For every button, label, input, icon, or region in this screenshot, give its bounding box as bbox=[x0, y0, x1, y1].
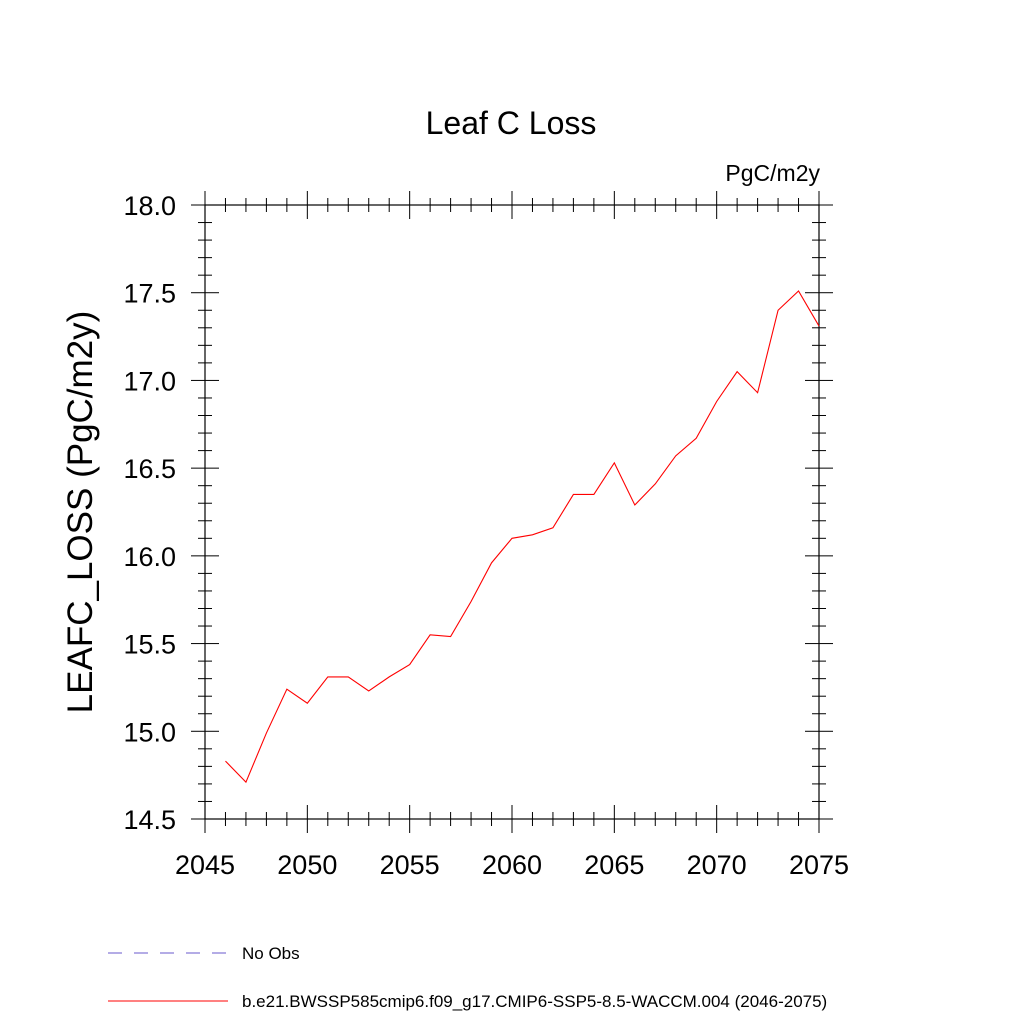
y-tick-label: 17.5 bbox=[123, 279, 176, 309]
data-point bbox=[429, 633, 432, 636]
data-point bbox=[388, 675, 391, 678]
data-point bbox=[818, 325, 821, 328]
data-point bbox=[224, 760, 227, 763]
data-point bbox=[633, 503, 636, 506]
data-point bbox=[777, 309, 780, 312]
series-line bbox=[225, 290, 820, 784]
data-point bbox=[306, 702, 309, 705]
x-tick-label: 2050 bbox=[277, 850, 337, 880]
legend-label: No Obs bbox=[242, 944, 300, 963]
x-tick-label: 2045 bbox=[175, 850, 235, 880]
data-point bbox=[449, 635, 452, 638]
legend-label: b.e21.BWSSP585cmip6.f09_g17.CMIP6-SSP5-8… bbox=[242, 992, 827, 1011]
y-tick-label: 18.0 bbox=[123, 191, 176, 221]
y-tick-label: 15.0 bbox=[123, 717, 176, 747]
data-point bbox=[736, 370, 739, 373]
data-point bbox=[470, 600, 473, 603]
data-point bbox=[511, 537, 514, 540]
data-point bbox=[756, 391, 759, 394]
y-tick-label: 17.0 bbox=[123, 366, 176, 396]
data-point bbox=[490, 561, 493, 564]
data-point bbox=[285, 688, 288, 691]
units-label: PgC/m2y bbox=[725, 160, 820, 186]
data-point bbox=[408, 663, 411, 666]
chart-title: Leaf C Loss bbox=[426, 105, 597, 141]
y-tick-label: 14.5 bbox=[123, 805, 176, 835]
data-point bbox=[551, 526, 554, 529]
data-point bbox=[244, 781, 247, 784]
plot-area: 2045 2050 2055 2060 2065 2070 2075 14.5 15.0 15.5… bbox=[123, 191, 849, 880]
data-point bbox=[531, 533, 534, 536]
data-point bbox=[715, 400, 718, 403]
data-point bbox=[674, 454, 677, 457]
y-tick-label: 16.0 bbox=[123, 542, 176, 572]
data-point bbox=[592, 493, 595, 496]
data-point bbox=[654, 482, 657, 485]
x-tick-label: 2060 bbox=[482, 850, 542, 880]
y-tick-label: 16.5 bbox=[123, 454, 176, 484]
data-point bbox=[265, 732, 268, 735]
data-point bbox=[695, 437, 698, 440]
data-point bbox=[797, 289, 800, 292]
legend: No Obs b.e21.BWSSP585cmip6.f09_g17.CMIP6-… bbox=[108, 944, 827, 1011]
x-tick-label: 2075 bbox=[789, 850, 849, 880]
data-point bbox=[613, 461, 616, 464]
plot-frame bbox=[204, 204, 820, 820]
data-point bbox=[572, 493, 575, 496]
data-point bbox=[347, 675, 350, 678]
x-tick-label: 2055 bbox=[380, 850, 440, 880]
x-tick-label: 2070 bbox=[687, 850, 747, 880]
data-point bbox=[326, 675, 329, 678]
x-tick-label: 2065 bbox=[584, 850, 644, 880]
data-point bbox=[367, 689, 370, 692]
y-tick-label: 15.5 bbox=[123, 630, 176, 660]
y-axis-label: LEAFC_LOSS (PgC/m2y) bbox=[61, 311, 100, 714]
